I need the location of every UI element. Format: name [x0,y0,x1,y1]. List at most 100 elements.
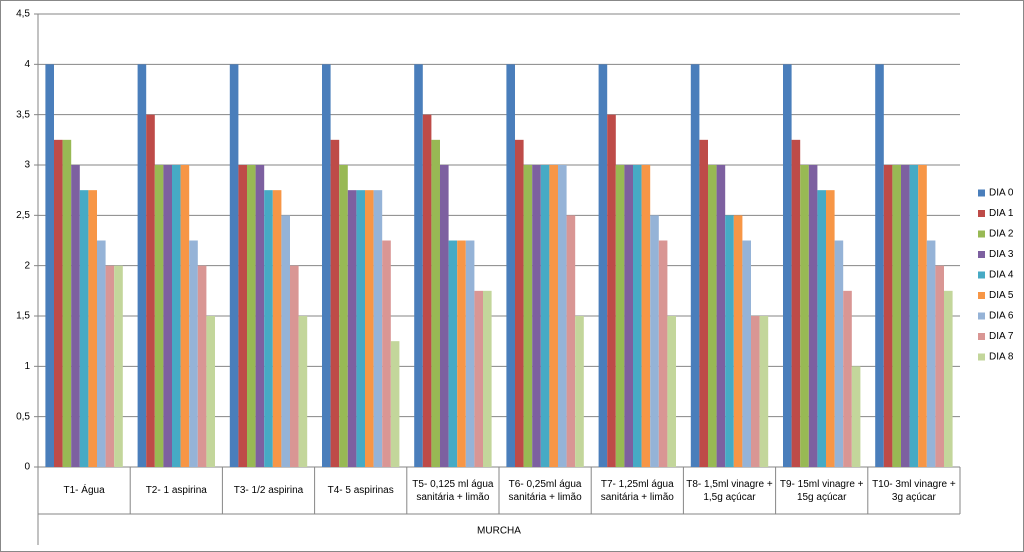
bar [264,190,273,467]
bar [926,240,936,467]
bar [624,165,633,467]
bar [935,265,944,467]
bar [448,240,458,467]
bar [515,139,524,468]
bar [79,190,89,467]
y-tick-label: 4 [24,59,30,70]
bar [422,114,432,468]
legend-label: DIA 7 [989,331,1014,342]
x-tick-label: T10- 3ml vinagre + 3g açúcar [872,478,956,503]
legend-swatch [978,230,985,238]
bar [733,215,743,467]
bar [506,64,515,467]
bar [725,215,734,467]
bar [365,190,374,467]
legend-swatch [978,292,985,299]
x-tick-label: T5- 0,125 ml água sanitária + limão [412,478,494,503]
x-tick-label: T6- 0,25ml água sanitária + limão [508,478,582,503]
bar [667,316,676,467]
bar [339,165,348,467]
bar [281,215,290,467]
legend-label: DIA 3 [989,249,1014,260]
bar [800,165,809,467]
bar [843,290,852,467]
legend-swatch [978,312,985,320]
bar [474,290,483,467]
y-tick-label: 4,5 [16,9,30,20]
legend-swatch [978,251,985,258]
bar [146,114,155,468]
bar [97,240,106,467]
bar [834,240,844,467]
bar [633,165,642,467]
bar [759,316,769,467]
y-tick-label: 2 [24,260,30,271]
bar [105,265,115,467]
bar [457,240,466,467]
bar [918,165,927,467]
bar [716,165,726,467]
bar [255,165,265,467]
bar [206,316,215,467]
x-tick-label: T4- 5 aspirinas [327,485,394,496]
x-tick-label: T2- 1 aspirina [145,485,207,496]
bar [247,165,256,467]
bar [54,139,63,468]
bar [373,190,383,467]
y-tick-label: 2,5 [16,210,30,221]
x-axis-title: MURCHA [477,526,521,537]
bar [658,240,668,467]
y-tick-label: 3 [24,160,30,171]
bar [431,139,440,468]
legend-swatch [978,271,985,279]
x-tick-label: T1- Água [63,485,105,496]
bar [575,316,584,467]
bar [909,165,919,467]
bar [549,165,558,467]
bar [347,190,357,467]
bar [944,290,953,467]
y-tick-label: 1,5 [16,311,30,322]
x-tick-label: T8- 1,5ml vinagre + 1,5g açúcar [686,478,773,503]
x-tick-label: T3- 1/2 aspirina [233,485,304,496]
y-tick-label: 3,5 [16,109,30,120]
legend-label: DIA 0 [989,188,1014,199]
bar [742,240,751,467]
legend-label: DIA 2 [989,229,1014,240]
legend-label: DIA 8 [989,352,1014,363]
legend-swatch [978,353,985,361]
bar [883,165,893,467]
bar [892,165,901,467]
bar [607,114,616,468]
bar [598,64,608,467]
bar [540,165,550,467]
legend-label: DIA 6 [989,311,1014,322]
bar [817,190,826,467]
x-tick-label: T7- 1,25ml água sanitária + limão [600,478,674,503]
bar [356,190,365,467]
bar [875,64,884,467]
legend-label: DIA 5 [989,290,1014,301]
bar [851,366,861,467]
bar [465,240,475,467]
bar [229,64,239,467]
bar [197,265,207,467]
bar [390,341,400,467]
bar [322,64,331,467]
bar [440,165,449,467]
legend-swatch [978,210,985,217]
bar [615,165,625,467]
legend-label: DIA 4 [989,270,1014,281]
bar [699,139,708,468]
bar [523,165,533,467]
bar [783,64,792,467]
bar [290,265,299,467]
bar [272,190,282,467]
bar [71,165,80,467]
bar [238,165,247,467]
bar [172,165,181,467]
bar [163,165,172,467]
bar [330,139,340,468]
